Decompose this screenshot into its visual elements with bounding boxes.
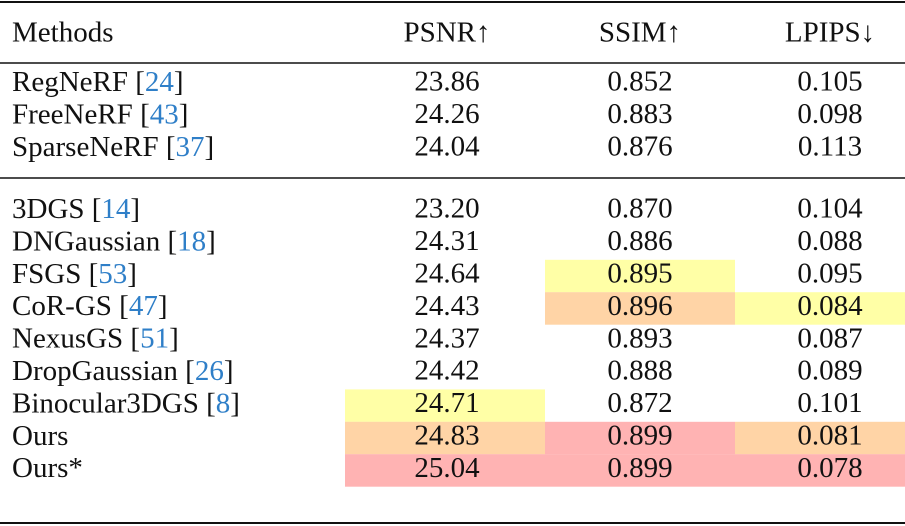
method-text: ] [174,66,184,98]
method-text: FSGS [ [12,257,98,289]
metric-value: 0.883 [607,98,672,130]
metric-value: 24.04 [414,130,480,162]
highlight-cell [545,421,735,455]
method-text: Binocular3DGS [ [12,387,216,419]
metric-value: 24.64 [414,257,480,289]
metric-value: 24.43 [414,290,479,322]
highlight-cell [735,292,905,325]
metric-value: 0.872 [607,387,672,419]
method-name: CoR-GS [47] [12,290,168,322]
method-text: ] [130,193,140,225]
method-name: Ours* [12,452,83,484]
method-text: DNGaussian [ [12,225,177,257]
method-name: DropGaussian [26] [12,355,234,387]
method-text: ] [158,290,168,322]
metric-value: 0.870 [607,193,672,225]
header-cell: PSNR↑ [403,17,490,49]
metric-value: 0.101 [797,387,862,419]
method-name: FSGS [53] [12,257,137,289]
method-name: SparseNeRF [37] [12,130,214,162]
metric-value: 0.078 [797,452,862,484]
metric-value: 0.095 [797,257,862,289]
method-text: DropGaussian [ [12,355,195,387]
metric-value: 0.087 [797,322,862,354]
highlight-cell [345,454,545,487]
metric-value: 0.105 [797,66,862,98]
citation: 51 [140,322,169,354]
method-text: SparseNeRF [ [12,130,176,162]
metric-value: 0.899 [607,419,672,451]
citation: 26 [195,355,224,387]
method-text: ] [205,130,215,162]
method-name: 3DGS [14] [12,193,140,225]
highlight-cell [545,259,735,293]
metric-value: 25.04 [414,452,480,484]
citation: 24 [145,66,175,98]
highlight-cell [735,454,905,487]
citation: 47 [129,290,158,322]
metric-value: 24.26 [414,98,479,130]
citation: 14 [101,193,131,225]
highlight-cell [545,292,735,325]
metric-value: 24.83 [414,419,479,451]
method-text: Ours* [12,452,83,484]
metric-value: 0.089 [797,355,862,387]
method-text: ] [206,225,216,257]
metric-value: 0.888 [607,355,672,387]
metric-value: 23.86 [414,66,479,98]
citation: 43 [150,98,179,130]
method-name: NexusGS [51] [12,322,179,354]
metric-value: 23.20 [414,193,479,225]
highlight-cell [545,454,735,487]
method-text: ] [230,387,240,419]
metric-value: 0.895 [607,257,672,289]
method-text: 3DGS [ [12,193,101,225]
header-cell: SSIM↑ [599,17,681,49]
method-text: ] [224,355,234,387]
method-text: FreeNeRF [ [12,98,150,130]
method-text: NexusGS [ [12,322,140,354]
metric-value: 0.098 [797,98,862,130]
metric-value: 24.31 [414,225,479,257]
method-text: CoR-GS [ [12,290,129,322]
metric-value: 0.899 [607,452,672,484]
method-name: DNGaussian [18] [12,225,216,257]
metric-value: 0.896 [607,290,672,322]
method-text: RegNeRF [ [12,66,145,98]
method-text: ] [169,322,179,354]
citation: 37 [176,130,205,162]
metric-value: 0.084 [797,290,863,322]
citation: 8 [216,387,231,419]
highlight-cell [345,389,545,422]
metric-value: 0.088 [797,225,862,257]
metric-value: 0.893 [607,322,672,354]
highlight-cell [735,421,905,455]
metric-value: 0.852 [607,66,672,98]
highlight-cell [345,421,545,455]
method-text: Ours [12,419,68,451]
metric-value: 24.42 [414,355,479,387]
header-cell: LPIPS↓ [785,17,875,49]
method-text: ] [127,257,137,289]
metric-value: 0.104 [797,193,863,225]
citation: 53 [98,257,127,289]
metric-value: 0.081 [797,419,862,451]
metric-value: 0.886 [607,225,672,257]
metric-value: 0.876 [607,130,672,162]
metric-value: 24.37 [414,322,479,354]
method-name: RegNeRF [24] [12,66,184,98]
header-cell: Methods [12,17,114,49]
method-text: ] [179,98,189,130]
method-name: FreeNeRF [43] [12,98,188,130]
method-name: Binocular3DGS [8] [12,387,240,419]
metric-value: 0.113 [798,130,862,162]
method-name: Ours [12,419,68,451]
metric-value: 24.71 [414,387,479,419]
citation: 18 [177,225,206,257]
